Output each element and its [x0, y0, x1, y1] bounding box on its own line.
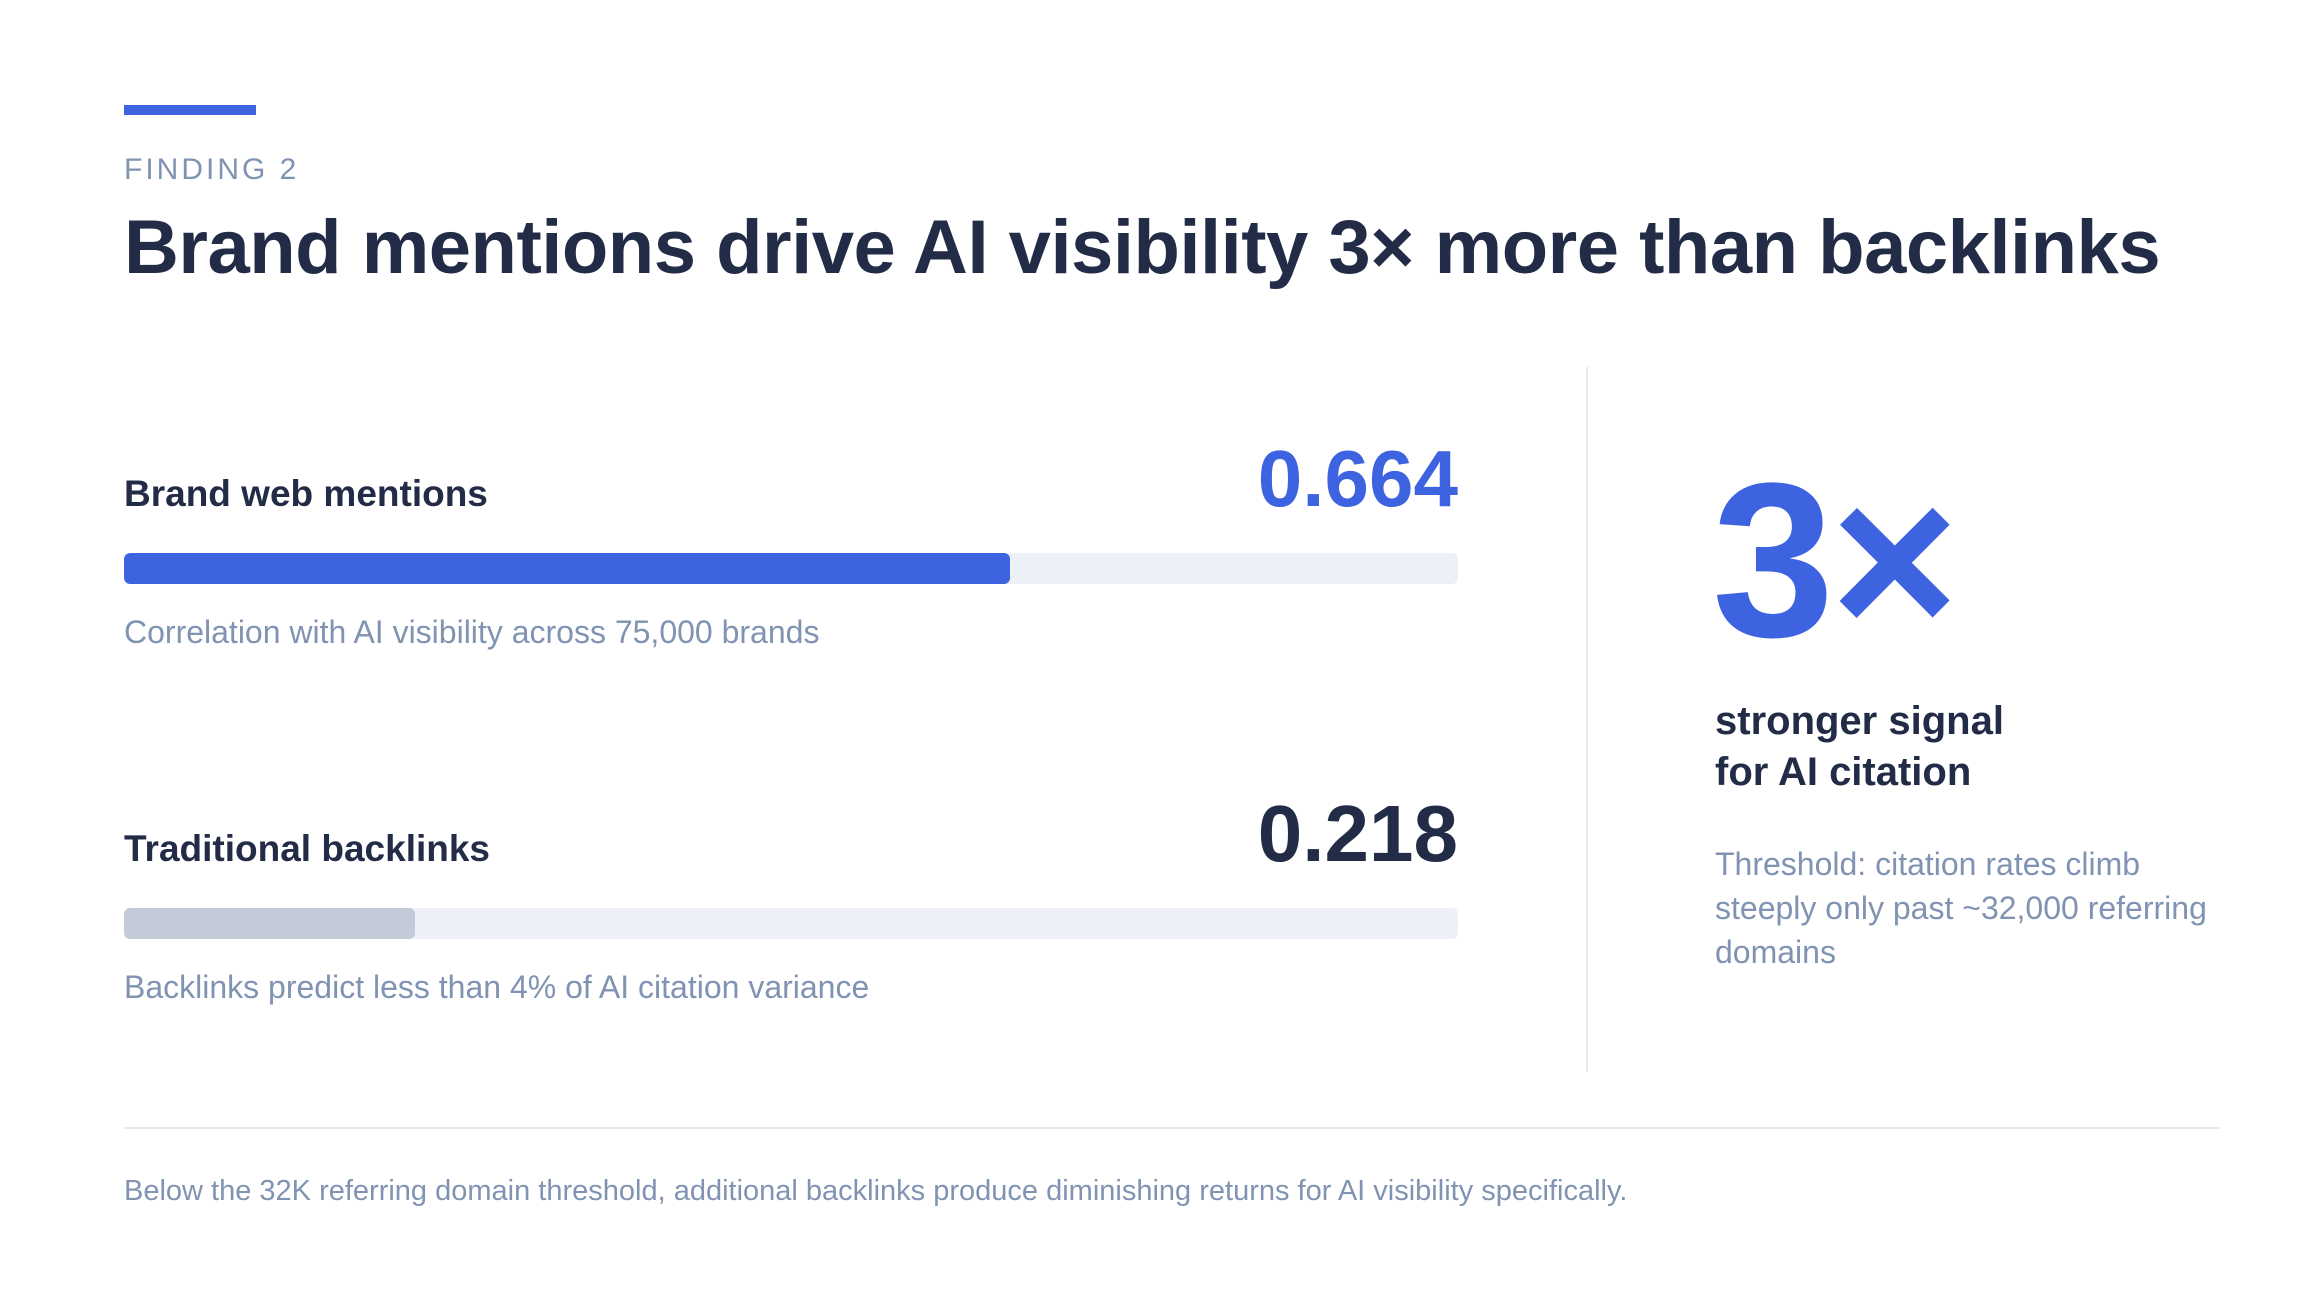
footnote: Below the 32K referring domain threshold… — [124, 1175, 1628, 1207]
finding-label: FINDING 2 — [124, 153, 300, 186]
backlinks-label: Traditional backlinks — [124, 828, 491, 869]
stat-caption-line-1: stronger signal — [1715, 699, 2004, 743]
vertical-divider — [1586, 367, 1588, 1072]
brand-mentions-label: Brand web mentions — [124, 473, 488, 514]
page-title: Brand mentions drive AI visibility 3× mo… — [124, 205, 2161, 290]
brand-mentions-value: 0.664 — [1257, 434, 1458, 523]
horizontal-divider — [124, 1127, 2220, 1129]
threshold-note: Threshold: citation rates climb steeply … — [1715, 846, 2207, 970]
brand-mentions-bar — [124, 553, 1010, 584]
backlinks-bar — [124, 908, 415, 939]
backlinks-bar-track — [124, 908, 1458, 939]
stat-caption-line-2: for AI citation — [1715, 750, 1972, 794]
backlinks-value: 0.218 — [1257, 789, 1458, 878]
brand-mentions-description: Correlation with AI visibility across 75… — [124, 614, 820, 650]
stat-caption: stronger signal for AI citation — [1715, 696, 2235, 798]
brand-mentions-bar-track — [124, 553, 1458, 584]
accent-rule — [124, 105, 256, 115]
multiplier-stat: 3× — [1712, 437, 1959, 683]
backlinks-description: Backlinks predict less than 4% of AI cit… — [124, 969, 870, 1005]
